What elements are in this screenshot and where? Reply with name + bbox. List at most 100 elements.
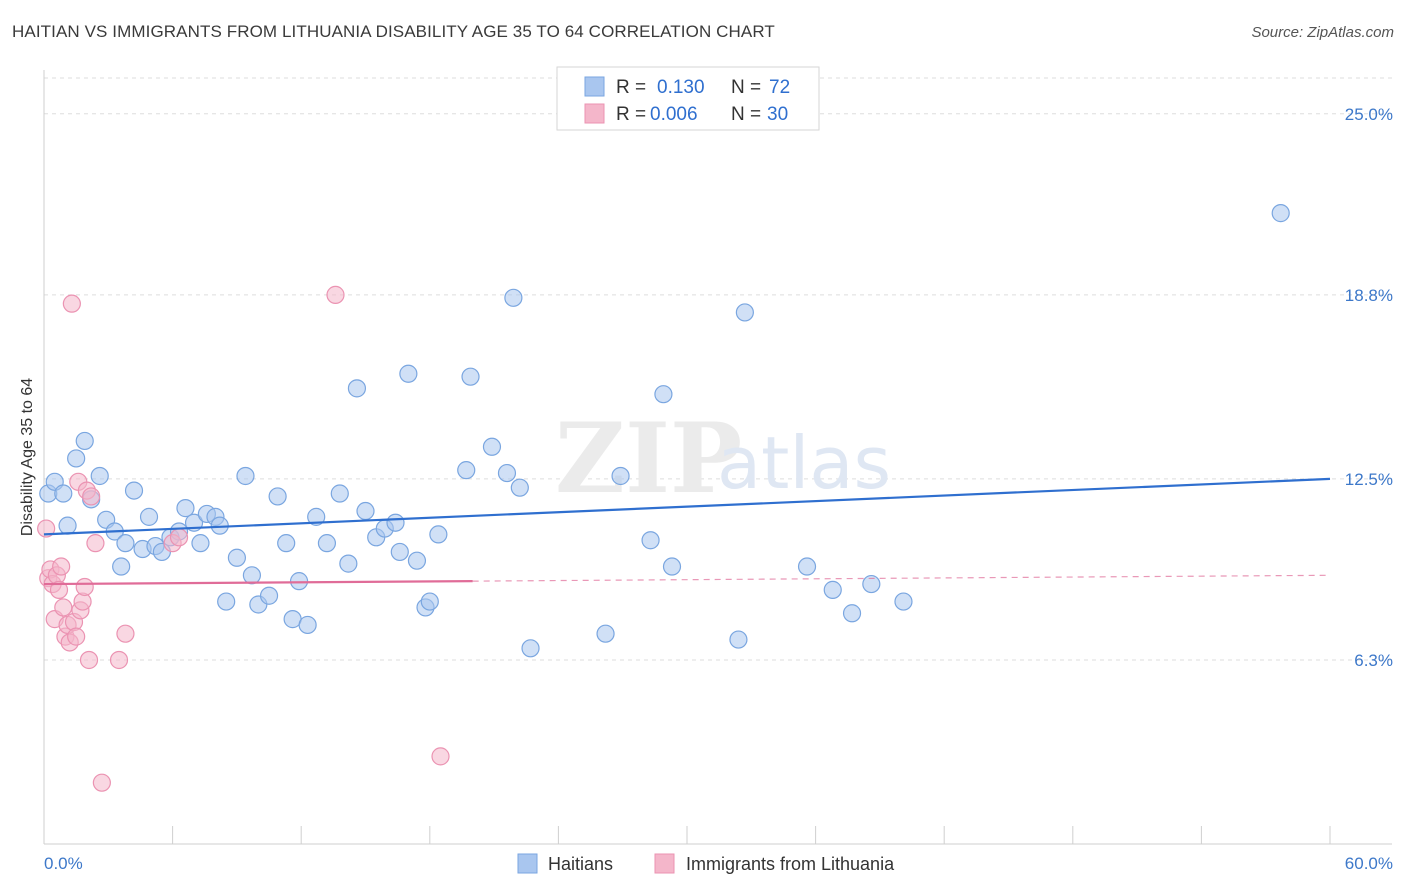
haitians-point-58 <box>596 624 615 643</box>
y-tick-label-0: 6.3% <box>1354 651 1393 670</box>
haitians-point-61 <box>654 385 673 404</box>
haitians-trend-line <box>43 477 1331 536</box>
haitians-point-12 <box>124 481 144 500</box>
haitians-point-53 <box>482 437 502 456</box>
haitians-point-57 <box>521 639 540 658</box>
legend-n-value-2: 30 <box>767 104 788 125</box>
haitians-point-38 <box>330 484 349 503</box>
x-tick-label-max: 60.0% <box>1345 854 1393 873</box>
haitians-point-25 <box>217 592 236 611</box>
haitians-point-68 <box>862 574 881 594</box>
lithuania-point-8 <box>54 598 73 617</box>
lithuania-point-12 <box>62 294 81 313</box>
haitians-point-26 <box>227 548 246 567</box>
haitians-point-56 <box>510 478 529 497</box>
legend-r-value-2: 0.006 <box>650 104 698 125</box>
legend-n-label-1: N = <box>731 77 761 98</box>
haitians-point-55 <box>504 288 523 307</box>
lithuania-point-20 <box>79 650 99 670</box>
source-credit: Source: ZipAtlas.com <box>1251 24 1394 41</box>
haitians-point-14 <box>139 507 159 526</box>
lithuania-point-25 <box>116 624 135 643</box>
haitians-point-10 <box>112 557 131 576</box>
bottom-legend-swatch-haitians <box>517 853 538 874</box>
haitians-point-44 <box>386 513 405 532</box>
lithuania-point-27 <box>169 528 189 547</box>
lithuania-point-28 <box>326 285 345 304</box>
haitians-point-2 <box>54 484 73 503</box>
correlation-legend: R = 0.130 N = 72 R = 0.006 N = 30 <box>556 66 820 131</box>
haitians-point-65 <box>797 557 817 576</box>
y-tick-label-3: 25.0% <box>1345 105 1393 124</box>
x-ticks <box>43 826 1331 844</box>
haitians-point-64 <box>735 303 754 322</box>
lithuania-trend-line-extension <box>472 574 1331 582</box>
lithuania-point-24 <box>109 650 129 670</box>
bottom-legend-label-lithuania: Immigrants from Lithuania <box>686 854 895 874</box>
bottom-legend-swatch-lithuania <box>654 853 675 874</box>
haitians-point-59 <box>611 466 630 486</box>
legend-r-value-1: 0.130 <box>657 77 705 98</box>
lithuania-point-0 <box>37 519 56 538</box>
haitians-point-41 <box>356 501 375 521</box>
trend-lines <box>43 477 1331 586</box>
lithuania-point-7 <box>52 557 71 576</box>
haitians-point-27 <box>236 466 255 486</box>
haitians-point-52 <box>461 367 480 386</box>
haitians-point-3 <box>58 516 77 535</box>
legend-r-label-1: R = <box>616 77 646 98</box>
y-tick-label-1: 12.5% <box>1345 470 1393 489</box>
haitians-point-36 <box>307 507 326 526</box>
lithuania-point-21 <box>82 487 101 506</box>
haitians-point-51 <box>457 461 476 480</box>
x-tick-label-min: 0.0% <box>44 854 83 873</box>
haitians-point-69 <box>894 592 913 611</box>
watermark-zip: ZIP <box>555 402 742 515</box>
haitians-point-66 <box>823 580 842 599</box>
chart-title: HAITIAN VS IMMIGRANTS FROM LITHUANIA DIS… <box>12 22 775 41</box>
haitians-point-39 <box>339 554 358 573</box>
haitians-point-31 <box>268 487 287 506</box>
haitians-point-21 <box>191 534 210 553</box>
haitians-point-28 <box>242 566 262 585</box>
lithuania-point-6 <box>49 580 69 599</box>
lithuania-trend-line <box>43 580 473 586</box>
legend-n-label-2: N = <box>731 104 761 125</box>
haitians-point-19 <box>176 499 195 518</box>
haitians-point-34 <box>289 572 309 591</box>
haitians-point-35 <box>298 615 317 635</box>
haitians-point-11 <box>116 534 135 553</box>
watermark-atlas: atlas <box>717 421 891 505</box>
haitians-point-62 <box>662 557 682 576</box>
haitians-point-4 <box>67 449 86 468</box>
y-tick-labels: 6.3% 12.5% 18.8% 25.0% <box>1345 105 1393 670</box>
haitians-point-54 <box>497 463 517 483</box>
series-lithuania-points <box>37 285 450 792</box>
lithuania-point-23 <box>92 773 111 792</box>
lithuania-point-14 <box>67 627 86 646</box>
bottom-legend-label-haitians: Haitians <box>548 854 613 874</box>
y-tick-label-2: 18.8% <box>1345 286 1393 305</box>
haitians-point-47 <box>407 551 427 570</box>
haitians-point-63 <box>729 630 748 649</box>
lithuania-point-18 <box>75 577 94 597</box>
haitians-point-49 <box>420 592 439 611</box>
haitians-point-60 <box>641 531 660 550</box>
legend-r-label-2: R = <box>616 104 646 125</box>
haitians-point-50 <box>429 525 448 544</box>
lithuania-point-29 <box>431 747 450 766</box>
haitians-point-37 <box>317 534 337 553</box>
haitians-point-5 <box>75 431 94 451</box>
legend-swatch-lithuania <box>584 103 605 124</box>
series-legend: Haitians Immigrants from Lithuania <box>517 853 895 874</box>
haitians-point-70 <box>1271 204 1290 223</box>
haitians-point-30 <box>259 586 279 605</box>
haitians-point-45 <box>390 542 409 562</box>
series-haitians-points <box>39 204 1290 658</box>
haitians-point-7 <box>90 466 109 486</box>
haitians-point-40 <box>347 379 367 398</box>
y-axis-label: Disability Age 35 to 64 <box>19 378 36 536</box>
lithuania-point-22 <box>86 534 105 553</box>
legend-n-value-1: 72 <box>769 77 790 98</box>
